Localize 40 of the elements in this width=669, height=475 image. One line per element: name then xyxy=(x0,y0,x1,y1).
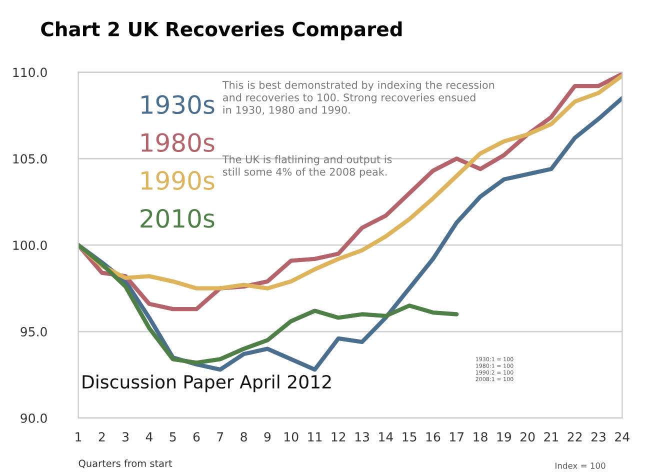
annotation: Discussion Paper April 2012 xyxy=(82,374,331,392)
x-tick-label: 10 xyxy=(284,432,298,442)
x-tick-label: 2 xyxy=(98,432,105,442)
x-tick-label: 21 xyxy=(544,432,558,442)
x-tick-label: 6 xyxy=(193,432,200,442)
text: 2010s xyxy=(140,208,214,228)
x-tick-label: 19 xyxy=(497,432,512,442)
y-tick-label: 95.0 xyxy=(20,327,47,336)
x-tick-label: 8 xyxy=(240,432,247,442)
x-tick-label: 18 xyxy=(474,432,488,442)
text: 1980s xyxy=(142,133,214,152)
annotation: This is best demonstrated by indexing the recession and recoveries to 100. Strong recoveries ensued in 1930, 1980 and 1990. xyxy=(222,80,494,115)
text: Index = 100 xyxy=(556,462,606,469)
y-tick-label: 105.0 xyxy=(13,154,47,164)
y-tick-label: 90.0 xyxy=(20,413,47,423)
x-tick-label: 22 xyxy=(568,432,582,442)
x-axis-title: Quarters from start xyxy=(78,459,172,468)
y-tick-label: 100.0 xyxy=(13,240,47,250)
x-tick-label: 20 xyxy=(520,432,535,442)
chart-title: Chart 2 UK Recoveries Compared xyxy=(41,21,402,40)
x-tick-label: 11 xyxy=(308,432,322,442)
x-tick-label: 15 xyxy=(402,432,416,442)
text: 1930s xyxy=(142,95,214,114)
x-tick-label: 23 xyxy=(591,432,606,442)
x-tick-label: 4 xyxy=(146,432,152,442)
x-tick-label: 17 xyxy=(450,432,464,442)
x-tick-label: 12 xyxy=(332,432,346,442)
x-tick-label: 13 xyxy=(355,432,369,442)
x-tick-label: 5 xyxy=(170,432,176,442)
y-tick-label: 110.0 xyxy=(13,68,47,78)
x-tick-label: 16 xyxy=(426,432,440,442)
x-tick-label: 9 xyxy=(264,432,271,442)
x-tick-label: 7 xyxy=(217,432,224,442)
annotation: The UK is flatlining and output is still some 4% of the 2008 peak. xyxy=(222,155,392,178)
x-tick-label: 24 xyxy=(615,432,630,442)
text: 1990s xyxy=(142,171,214,190)
line-series xyxy=(78,243,459,365)
x-tick-label: 3 xyxy=(122,432,129,442)
x-tick-label: 1 xyxy=(76,432,82,442)
x-tick-label: 14 xyxy=(379,432,393,442)
